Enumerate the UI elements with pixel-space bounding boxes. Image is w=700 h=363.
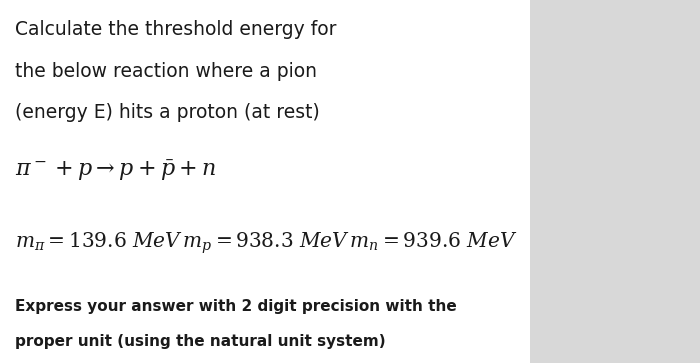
Text: the below reaction where a pion: the below reaction where a pion	[15, 62, 317, 81]
Text: Express your answer with 2 digit precision with the: Express your answer with 2 digit precisi…	[15, 299, 457, 314]
Text: $\pi^- + p \rightarrow p + \bar{p} + n$: $\pi^- + p \rightarrow p + \bar{p} + n$	[15, 158, 216, 183]
Text: (energy E) hits a proton (at rest): (energy E) hits a proton (at rest)	[15, 103, 320, 122]
Text: Calculate the threshold energy for: Calculate the threshold energy for	[15, 20, 337, 39]
Bar	[530, 0, 700, 363]
Text: proper unit (using the natural unit system): proper unit (using the natural unit syst…	[15, 334, 386, 349]
Text: $m_{\pi} = 139.6\ \mathit{MeV}\,m_{p} = 938.3\ \mathit{MeV}\,m_{n} = 939.6\ \mat: $m_{\pi} = 139.6\ \mathit{MeV}\,m_{p} = …	[15, 231, 518, 256]
